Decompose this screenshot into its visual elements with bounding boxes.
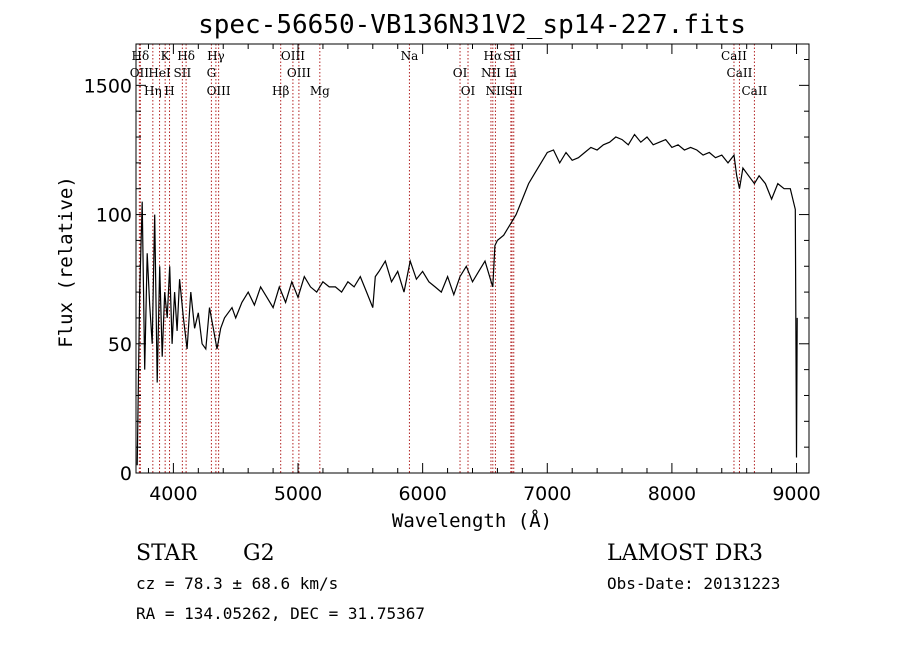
x-tick-label: 6000 [398, 483, 446, 505]
line-label-1: OII [130, 66, 150, 80]
y-axis-ticks: 0 50 100 1500 [84, 59, 809, 485]
x-tick-label: 9000 [772, 483, 820, 505]
y-tick-label: 0 [120, 463, 132, 485]
survey-name: LAMOST DR3 [607, 541, 763, 566]
line-label-8: OIII [207, 84, 231, 98]
line-label-11: Hβ [272, 84, 289, 98]
spectral-line-labels: Hδ OII Hη K HeI H Hδ SII OIII Hγ G Hβ OIII OIII Mg Na OI… [130, 49, 768, 98]
object-class: STAR [136, 541, 198, 566]
line-label-25: CaII [727, 66, 753, 80]
line-label-14: Mg [310, 84, 330, 98]
x-tick-label: 4000 [149, 483, 197, 505]
line-label-2: Hη [144, 84, 162, 98]
y-axis-label: Flux (relative) [55, 176, 77, 348]
x-tick-label: 7000 [523, 483, 571, 505]
spectral-line-markers [138, 44, 755, 473]
x-tick-label: 5000 [274, 483, 322, 505]
line-label-17: OI [461, 84, 476, 98]
line-label-9: Hγ [207, 49, 225, 63]
plot-frame [135, 43, 810, 474]
y-tick-label: 50 [108, 334, 132, 356]
x-tick-label: 8000 [648, 483, 696, 505]
line-label-20: NII [485, 84, 505, 98]
line-label-7: SII [174, 66, 192, 80]
chart-title: spec-56650-VB136N31V2_sp14-227.fits [198, 10, 746, 40]
line-label-18: Hα [484, 49, 503, 63]
obs-date: Obs-Date: 20131223 [607, 574, 780, 593]
line-label-23: SII [505, 84, 523, 98]
line-label-16: OI [453, 66, 468, 80]
line-label-10: G [207, 66, 217, 80]
line-label-19: NII [481, 66, 501, 80]
line-label-15: Na [401, 49, 419, 63]
line-label-4: HeI [148, 66, 171, 80]
line-label-5: H [164, 84, 174, 98]
line-label-24: CaII [721, 49, 747, 63]
object-subclass: G2 [243, 541, 275, 566]
ra-dec: RA = 134.05262, DEC = 31.75367 [136, 604, 425, 623]
line-label-21: SII [503, 49, 521, 63]
y-tick-label: 1500 [84, 75, 132, 97]
line-label-22: Li [505, 66, 517, 80]
x-axis-label: Wavelength (Å) [392, 509, 552, 532]
redshift-velocity: cz = 78.3 ± 68.6 km/s [136, 574, 338, 593]
line-label-12: OIII [281, 49, 305, 63]
line-label-6: Hδ [177, 49, 195, 63]
line-label-3: K [161, 49, 171, 63]
line-label-13: OIII [287, 66, 311, 80]
line-label-26: CaII [741, 84, 767, 98]
line-label-0: Hδ [132, 49, 150, 63]
spectrum-line [136, 133, 798, 466]
x-axis-ticks: 4000 5000 6000 7000 8000 9000 [147, 44, 821, 505]
y-tick-label: 100 [96, 205, 132, 227]
